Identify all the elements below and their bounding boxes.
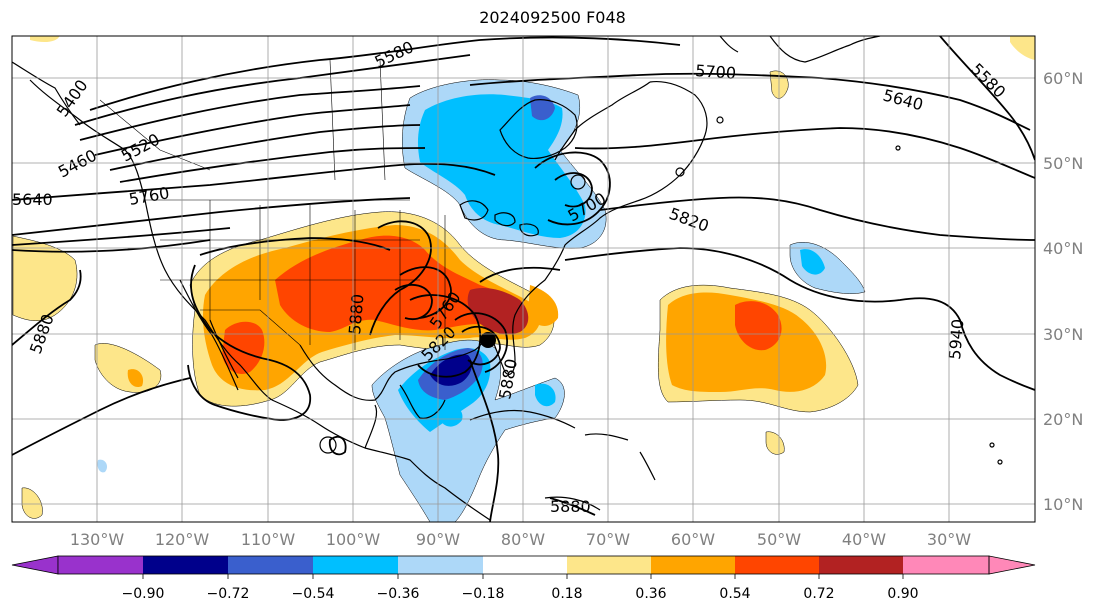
longitude-label: 110°W (241, 530, 296, 549)
height-contours (12, 36, 1035, 522)
longitude-label: 30°W (927, 530, 971, 549)
storm-center-marker (480, 332, 496, 348)
colorbar-extend-low (11, 555, 59, 575)
colorbar-tick-label: −0.18 (462, 586, 505, 602)
contour-label: 5700 (695, 61, 737, 83)
longitude-label: 90°W (416, 530, 460, 549)
longitude-axis: 130°W 120°W 110°W 100°W 90°W 80°W 70°W 6… (70, 530, 971, 549)
contour-label: 5640 (12, 190, 53, 209)
colorbar-extend-high (988, 555, 1036, 575)
longitude-label: 120°W (155, 530, 210, 549)
colorbar-tick-label: −0.54 (292, 586, 335, 602)
latitude-label: 20°N (1043, 410, 1083, 429)
longitude-label: 70°W (586, 530, 630, 549)
colorbar-tick-label: −0.72 (207, 586, 250, 602)
longitude-label: 80°W (501, 530, 545, 549)
contour-label: 5940 (945, 318, 967, 360)
longitude-label: 130°W (70, 530, 125, 549)
contour-label: 5880 (345, 293, 367, 335)
figure-title: 2024092500 F048 (479, 8, 626, 27)
latitude-label: 60°N (1043, 69, 1083, 88)
colorbar-tick-label: 0.72 (803, 586, 834, 602)
colorbar-tick-label: 0.54 (719, 586, 750, 602)
longitude-label: 50°W (757, 530, 801, 549)
latitude-label: 10°N (1043, 495, 1083, 514)
latitude-label: 30°N (1043, 325, 1083, 344)
colorbar-tick-label: −0.36 (377, 586, 420, 602)
longitude-label: 60°W (671, 530, 715, 549)
contour-label: 5880 (550, 497, 591, 516)
colorbar-tick-label: 0.90 (887, 586, 918, 602)
coastlines (12, 36, 1003, 521)
latitude-axis: 60°N 50°N 40°N 30°N 20°N 10°N (1043, 69, 1083, 514)
longitude-label: 40°W (842, 530, 886, 549)
colorbar: −0.90 −0.72 −0.54 −0.36 −0.18 0.18 0.36 … (11, 555, 1036, 602)
longitude-label: 100°W (326, 530, 381, 549)
latitude-label: 50°N (1043, 154, 1083, 173)
negative-anomaly-north (402, 79, 866, 294)
colorbar-tick-label: 0.18 (551, 586, 582, 602)
colorbar-tick-label: −0.90 (122, 586, 165, 602)
colorbar-tick-label: 0.36 (635, 586, 666, 602)
map-border (11, 35, 1036, 523)
graticule (12, 36, 1035, 522)
positive-anomaly-atlantic (12, 36, 1035, 519)
latitude-label: 40°N (1043, 239, 1083, 258)
